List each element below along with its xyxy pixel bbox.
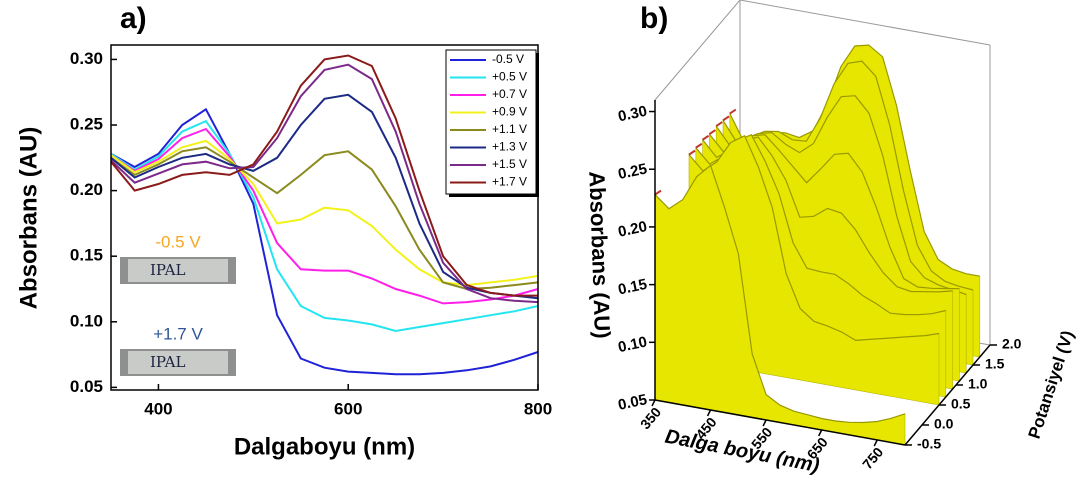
surface-edge <box>688 149 696 156</box>
legend-label: +0.7 V <box>492 87 527 101</box>
z-tick-label: 0.05 <box>617 391 649 414</box>
legend-label: +1.5 V <box>492 157 527 171</box>
spectrum-line <box>110 54 538 297</box>
y-tick-label: 0.0 <box>934 416 954 432</box>
x-tick <box>762 419 767 427</box>
y-tick-label: 1.0 <box>968 376 988 392</box>
legend-label: +0.5 V <box>492 70 527 84</box>
surface-edge <box>729 108 737 115</box>
z-axis-label: Absorbans (AU) <box>584 171 615 339</box>
z-tick-label: 0.25 <box>617 160 649 183</box>
y-tick-label: -0.5 <box>917 436 941 452</box>
z-tick-label: 0.15 <box>617 276 649 299</box>
surface-line <box>722 60 974 291</box>
panel-label: b) <box>640 2 668 35</box>
x-tick-label: 800 <box>524 399 552 418</box>
y-tick-label: 0.10 <box>70 311 103 330</box>
surface-edge <box>702 134 710 141</box>
legend-label: +0.9 V <box>492 105 527 119</box>
surface-line <box>688 134 940 342</box>
z-tick-label: 0.30 <box>617 103 649 126</box>
inset-label: +1.7 V <box>153 324 203 343</box>
surface-edge <box>654 189 662 196</box>
x-axis-label: Dalgaboyu (nm) <box>234 433 415 460</box>
y-tick-label: 0.30 <box>70 49 103 68</box>
y-tick-label: 0.15 <box>70 246 103 265</box>
legend-label: -0.5 V <box>492 52 524 66</box>
box-edge <box>654 0 741 101</box>
y-axis-label: Absorbans (AU) <box>15 127 42 310</box>
spectrum-line <box>110 63 539 304</box>
y-tick-label: 0.20 <box>70 180 103 199</box>
x-tick-label: 600 <box>334 399 362 418</box>
x-tick <box>651 399 656 407</box>
spectrum-line <box>110 107 539 376</box>
surface-edge <box>722 115 730 122</box>
y-tick-label: 2.0 <box>1002 336 1022 352</box>
surface-line <box>654 164 906 424</box>
y-axis <box>904 344 991 446</box>
x-axis <box>654 399 906 446</box>
surface-edge <box>695 142 703 149</box>
y-tick-label: 0.25 <box>70 115 103 134</box>
plot-frame <box>110 44 539 391</box>
x-tick <box>817 429 823 437</box>
z-tick-label: 0.10 <box>617 333 649 356</box>
box-edge <box>739 0 991 46</box>
x-tick-label: 400 <box>144 399 172 418</box>
photo-text: IPAL <box>150 261 185 279</box>
panel-label: a) <box>120 2 147 35</box>
photo-strip <box>128 351 228 374</box>
surface-edge <box>708 129 716 135</box>
y-tick-label: 0.05 <box>70 377 103 396</box>
photo-strip <box>128 259 228 282</box>
x-tick <box>706 409 712 417</box>
z-tick-label: 0.20 <box>617 218 649 241</box>
y-tick-label: 0.5 <box>951 396 971 412</box>
legend-box <box>445 49 537 195</box>
spectrum-line <box>110 119 539 333</box>
y-tick-label: 1.5 <box>985 356 1005 372</box>
surface-edge <box>715 121 723 127</box>
legend-label: +1.3 V <box>492 140 527 154</box>
inset-label: -0.5 V <box>155 232 201 251</box>
x-tick <box>873 439 878 447</box>
photo-text: IPAL <box>150 353 185 371</box>
legend-label: +1.7 V <box>492 175 527 189</box>
surface-line <box>715 95 967 296</box>
legend-label: +1.1 V <box>492 122 527 136</box>
spectrum-line <box>110 127 539 305</box>
